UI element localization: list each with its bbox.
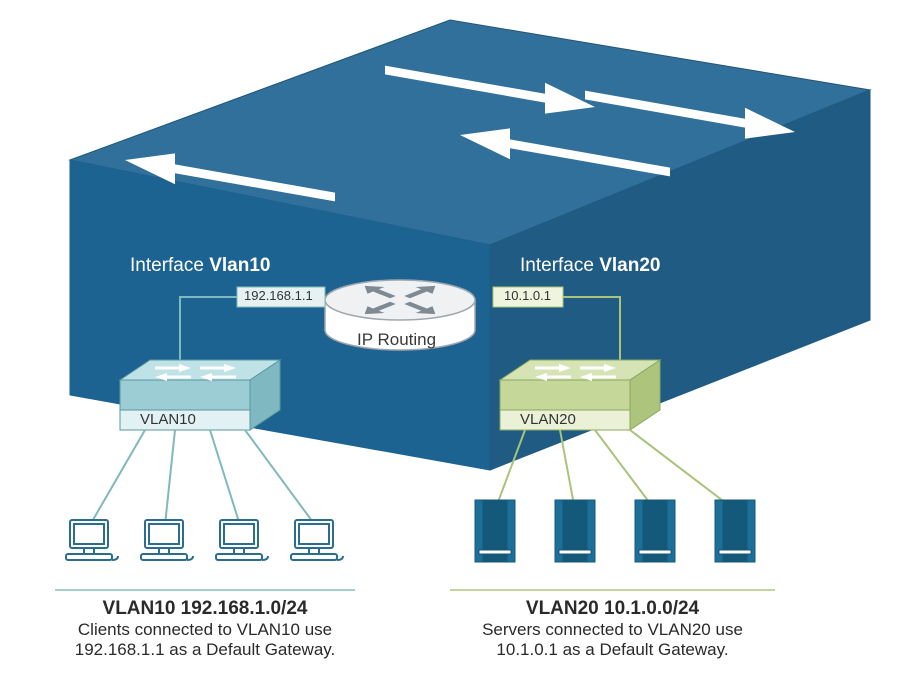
- pcs: [66, 520, 343, 560]
- caption-vlan10: VLAN10 192.168.1.0/24 Clients connected …: [55, 598, 355, 660]
- servers: [475, 500, 755, 562]
- iface-vlan10: Interface Vlan10: [130, 255, 270, 277]
- diagram-svg: [0, 0, 903, 686]
- ip-vlan10: 192.168.1.1: [244, 288, 313, 303]
- pc-links: [90, 430, 315, 525]
- ip-routing-label: IP Routing: [357, 330, 436, 350]
- switch-vlan10-label: VLAN10: [140, 411, 196, 428]
- caption-vlan20: VLAN20 10.1.0.0/24 Servers connected to …: [450, 598, 775, 660]
- switch-vlan20-label: VLAN20: [520, 411, 576, 428]
- iface-vlan20: Interface Vlan20: [520, 255, 660, 277]
- ip-vlan20: 10.1.0.1: [504, 288, 551, 303]
